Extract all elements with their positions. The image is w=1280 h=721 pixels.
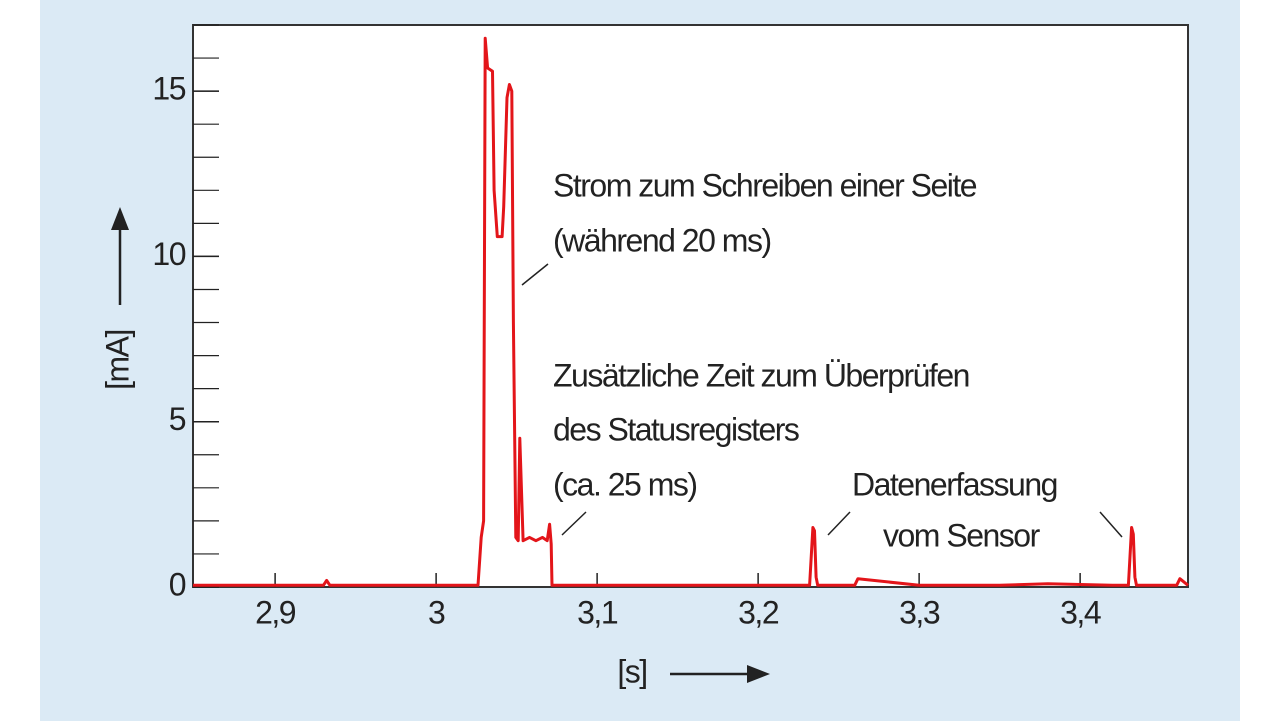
annotation: (während 20 ms) — [553, 222, 771, 258]
annotation: (ca. 25 ms) — [553, 466, 697, 502]
y-tick-label: 15 — [152, 71, 185, 107]
x-axis-label: [s] — [617, 653, 646, 689]
leader-line — [1099, 511, 1123, 538]
x-tick-label: 2,9 — [255, 594, 296, 630]
y-arrow-head — [111, 207, 129, 230]
annotation: Zusätzliche Zeit zum Überprüfen — [553, 357, 969, 393]
annotation: vom Sensor — [883, 517, 1041, 553]
annotation: Strom zum Schreiben einer Seite — [553, 167, 977, 203]
y-tick-label: 5 — [169, 401, 186, 437]
plot-area — [192, 24, 1189, 588]
series-line — [193, 36, 1189, 587]
x-arrow-head — [747, 665, 770, 683]
y-axis-label: [mA] — [99, 330, 135, 390]
x-tick-label: 3 — [428, 594, 445, 630]
x-tick-label: 3,3 — [899, 594, 940, 630]
leader-line — [561, 511, 587, 536]
leader-line — [827, 511, 851, 536]
annotation: Datenerfassung — [852, 466, 1057, 502]
x-tick-label: 3,4 — [1060, 594, 1101, 630]
annotation: des Statusregisters — [553, 411, 799, 447]
leader-line — [521, 263, 549, 286]
x-tick-label: 3,2 — [738, 594, 779, 630]
leaders — [521, 263, 1123, 538]
y-tick-label: 0 — [169, 566, 186, 602]
x-tick-label: 3,1 — [577, 594, 618, 630]
y-tick-label: 10 — [152, 236, 185, 272]
